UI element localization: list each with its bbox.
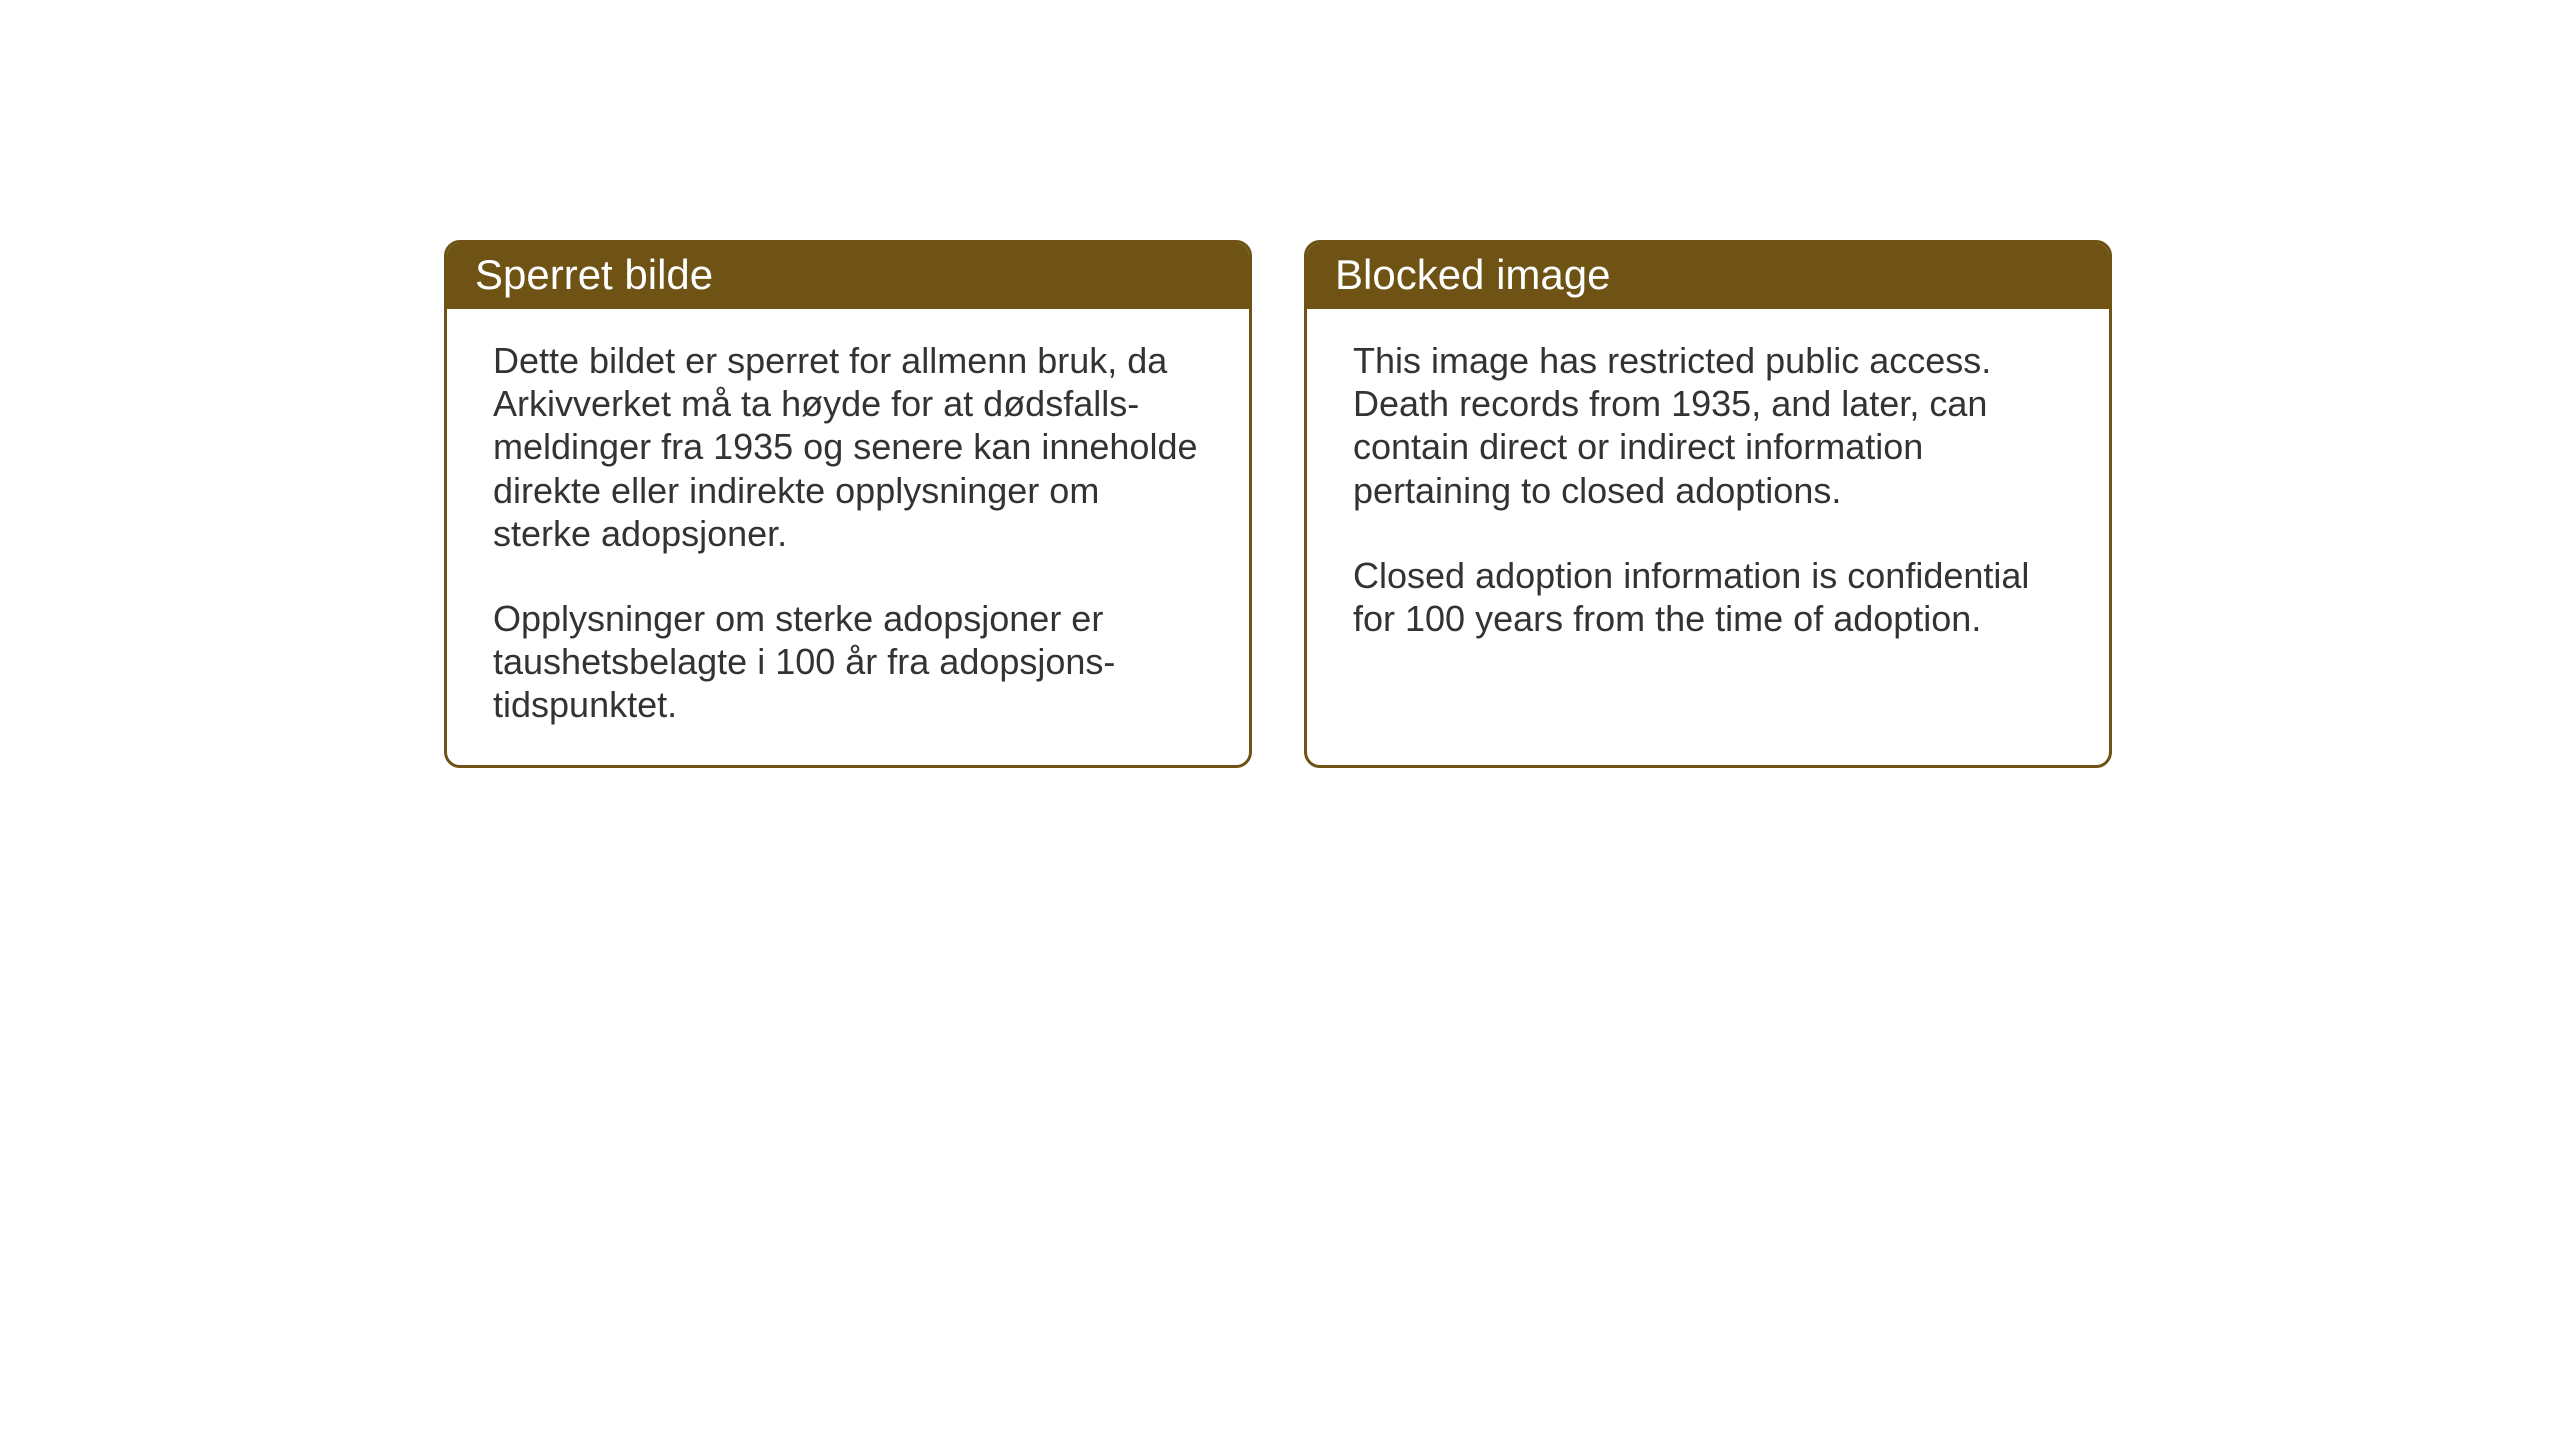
card-paragraph: This image has restricted public access.…: [1353, 339, 2063, 512]
card-body-norwegian: Dette bildet er sperret for allmenn bruk…: [447, 309, 1249, 765]
notice-card-norwegian: Sperret bilde Dette bildet er sperret fo…: [444, 240, 1252, 768]
notice-card-english: Blocked image This image has restricted …: [1304, 240, 2112, 768]
notice-cards-container: Sperret bilde Dette bildet er sperret fo…: [444, 240, 2112, 768]
card-paragraph: Dette bildet er sperret for allmenn bruk…: [493, 339, 1203, 555]
card-paragraph: Opplysninger om sterke adopsjoner er tau…: [493, 597, 1203, 727]
card-header-norwegian: Sperret bilde: [447, 243, 1249, 309]
card-paragraph: Closed adoption information is confident…: [1353, 554, 2063, 640]
card-title: Blocked image: [1335, 251, 1610, 298]
card-body-english: This image has restricted public access.…: [1307, 309, 2109, 760]
card-header-english: Blocked image: [1307, 243, 2109, 309]
card-title: Sperret bilde: [475, 251, 713, 298]
